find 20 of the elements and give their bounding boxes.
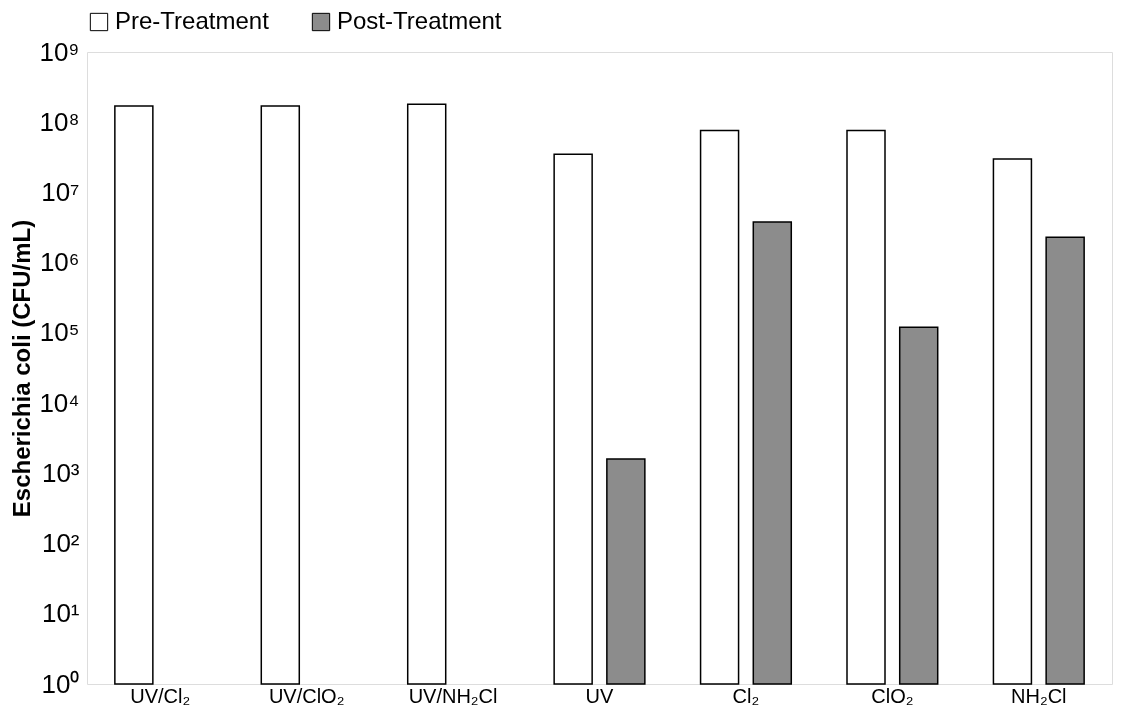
x-tick-label: UV bbox=[585, 684, 615, 707]
y-tick-label: 10⁹ bbox=[39, 36, 80, 67]
y-tick-label: 10⁰ bbox=[41, 668, 80, 699]
x-tick-label: Cl₂ bbox=[732, 684, 760, 707]
y-tick-label: 10⁵ bbox=[39, 317, 80, 348]
x-tick-label: UV/Cl₂ bbox=[130, 684, 191, 707]
y-tick-label: 10⁴ bbox=[39, 387, 80, 418]
y-tick-label: 10¹ bbox=[41, 598, 80, 629]
legend-label: Pre-Treatment bbox=[115, 7, 270, 34]
y-axis-title: Escherichia coli (CFU/mL) bbox=[8, 219, 36, 518]
y-tick-label: 10⁸ bbox=[39, 106, 80, 137]
x-tick-label: UV/NH₂Cl bbox=[408, 684, 498, 707]
x-tick-label: NH₂Cl bbox=[1011, 684, 1067, 707]
x-tick-label: ClO₂ bbox=[871, 684, 914, 707]
x-tick-label: UV/ClO₂ bbox=[268, 684, 345, 707]
y-tick-label: 10⁷ bbox=[41, 176, 80, 207]
y-tick-label: 10² bbox=[41, 528, 80, 559]
y-tick-label: 10⁶ bbox=[39, 247, 80, 278]
y-tick-label: 10³ bbox=[41, 457, 80, 488]
legend-label: Post-Treatment bbox=[337, 7, 502, 34]
